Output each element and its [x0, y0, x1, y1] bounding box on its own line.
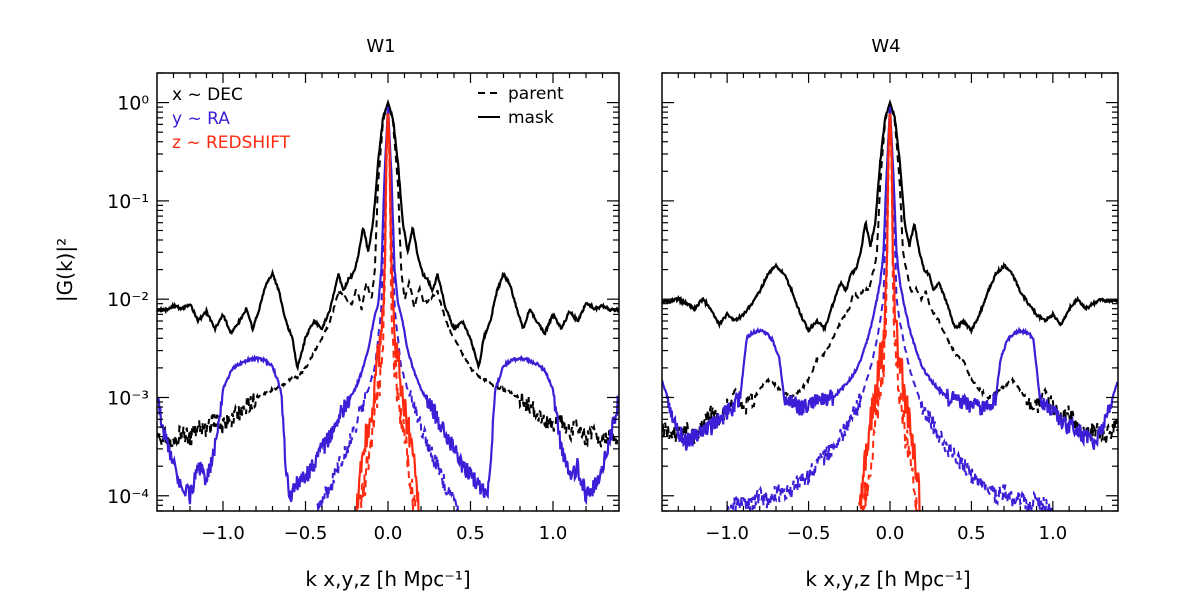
- legend-axes: x ~ DEC y ~ RA z ~ REDSHIFT: [172, 85, 291, 153]
- series-line-z-redshift-parent: [359, 117, 417, 511]
- panel-w4: W4 k x,y,z [h Mpc⁻¹] −1.0 −0.5 0.0 0.5 1.0: [661, 36, 1119, 591]
- legend-styles: parent mask: [478, 84, 564, 128]
- legend-entry-parent: parent: [508, 84, 564, 104]
- x-tick-label: −1.0: [201, 523, 245, 544]
- legend-entry-redshift: z ~ REDSHIFT: [172, 133, 291, 153]
- panel-w1: W1 k x,y,z [h Mpc⁻¹] −1.0 −0.5 0.0 0.5 1.0 10…: [107, 36, 620, 591]
- series-line-x-dec-parent: [157, 99, 619, 450]
- panel-title: W1: [366, 36, 395, 57]
- series-line-z-redshift-mask: [355, 113, 420, 511]
- legend-entry-ra: y ~ RA: [172, 109, 230, 129]
- y-tick-label: 10⁻⁴: [107, 486, 149, 508]
- series-line-z-redshift-mask: [858, 113, 921, 511]
- y-tick-label: 10⁻¹: [107, 191, 149, 213]
- y-axis-label: |G(k)|²: [53, 238, 77, 302]
- series-line-z-redshift-parent: [861, 117, 918, 511]
- x-tick-label: −0.5: [787, 523, 831, 544]
- plot-area-w4: [662, 99, 1118, 511]
- x-tick-label: 1.0: [1039, 523, 1068, 544]
- plot-area-w1: [157, 99, 619, 511]
- series-line-y-ra-parent: [316, 113, 459, 511]
- panel-title: W4: [871, 36, 900, 57]
- x-tick-label: 0.5: [957, 523, 986, 544]
- x-tick-label: −0.5: [284, 523, 328, 544]
- x-tick-label: 0.5: [456, 523, 485, 544]
- series-group: [662, 99, 1118, 511]
- series-line-y-ra-mask: [157, 107, 619, 506]
- y-tick-label: 10⁰: [117, 93, 149, 115]
- series-group: [157, 99, 619, 511]
- x-axis-label: k x,y,z [h Mpc⁻¹]: [805, 567, 970, 591]
- legend-entry-dec: x ~ DEC: [172, 85, 243, 105]
- y-tick-label: 10⁻³: [107, 387, 149, 409]
- x-tick-label: −1.0: [705, 523, 749, 544]
- x-tick-label: 0.0: [876, 523, 905, 544]
- x-axis-label: k x,y,z [h Mpc⁻¹]: [305, 567, 470, 591]
- series-line-y-ra-parent: [726, 107, 1054, 511]
- x-tick-label: 0.0: [374, 523, 403, 544]
- y-tick-label: 10⁻²: [107, 289, 149, 311]
- legend-entry-mask: mask: [508, 108, 554, 128]
- x-tick-label: 1.0: [539, 523, 568, 544]
